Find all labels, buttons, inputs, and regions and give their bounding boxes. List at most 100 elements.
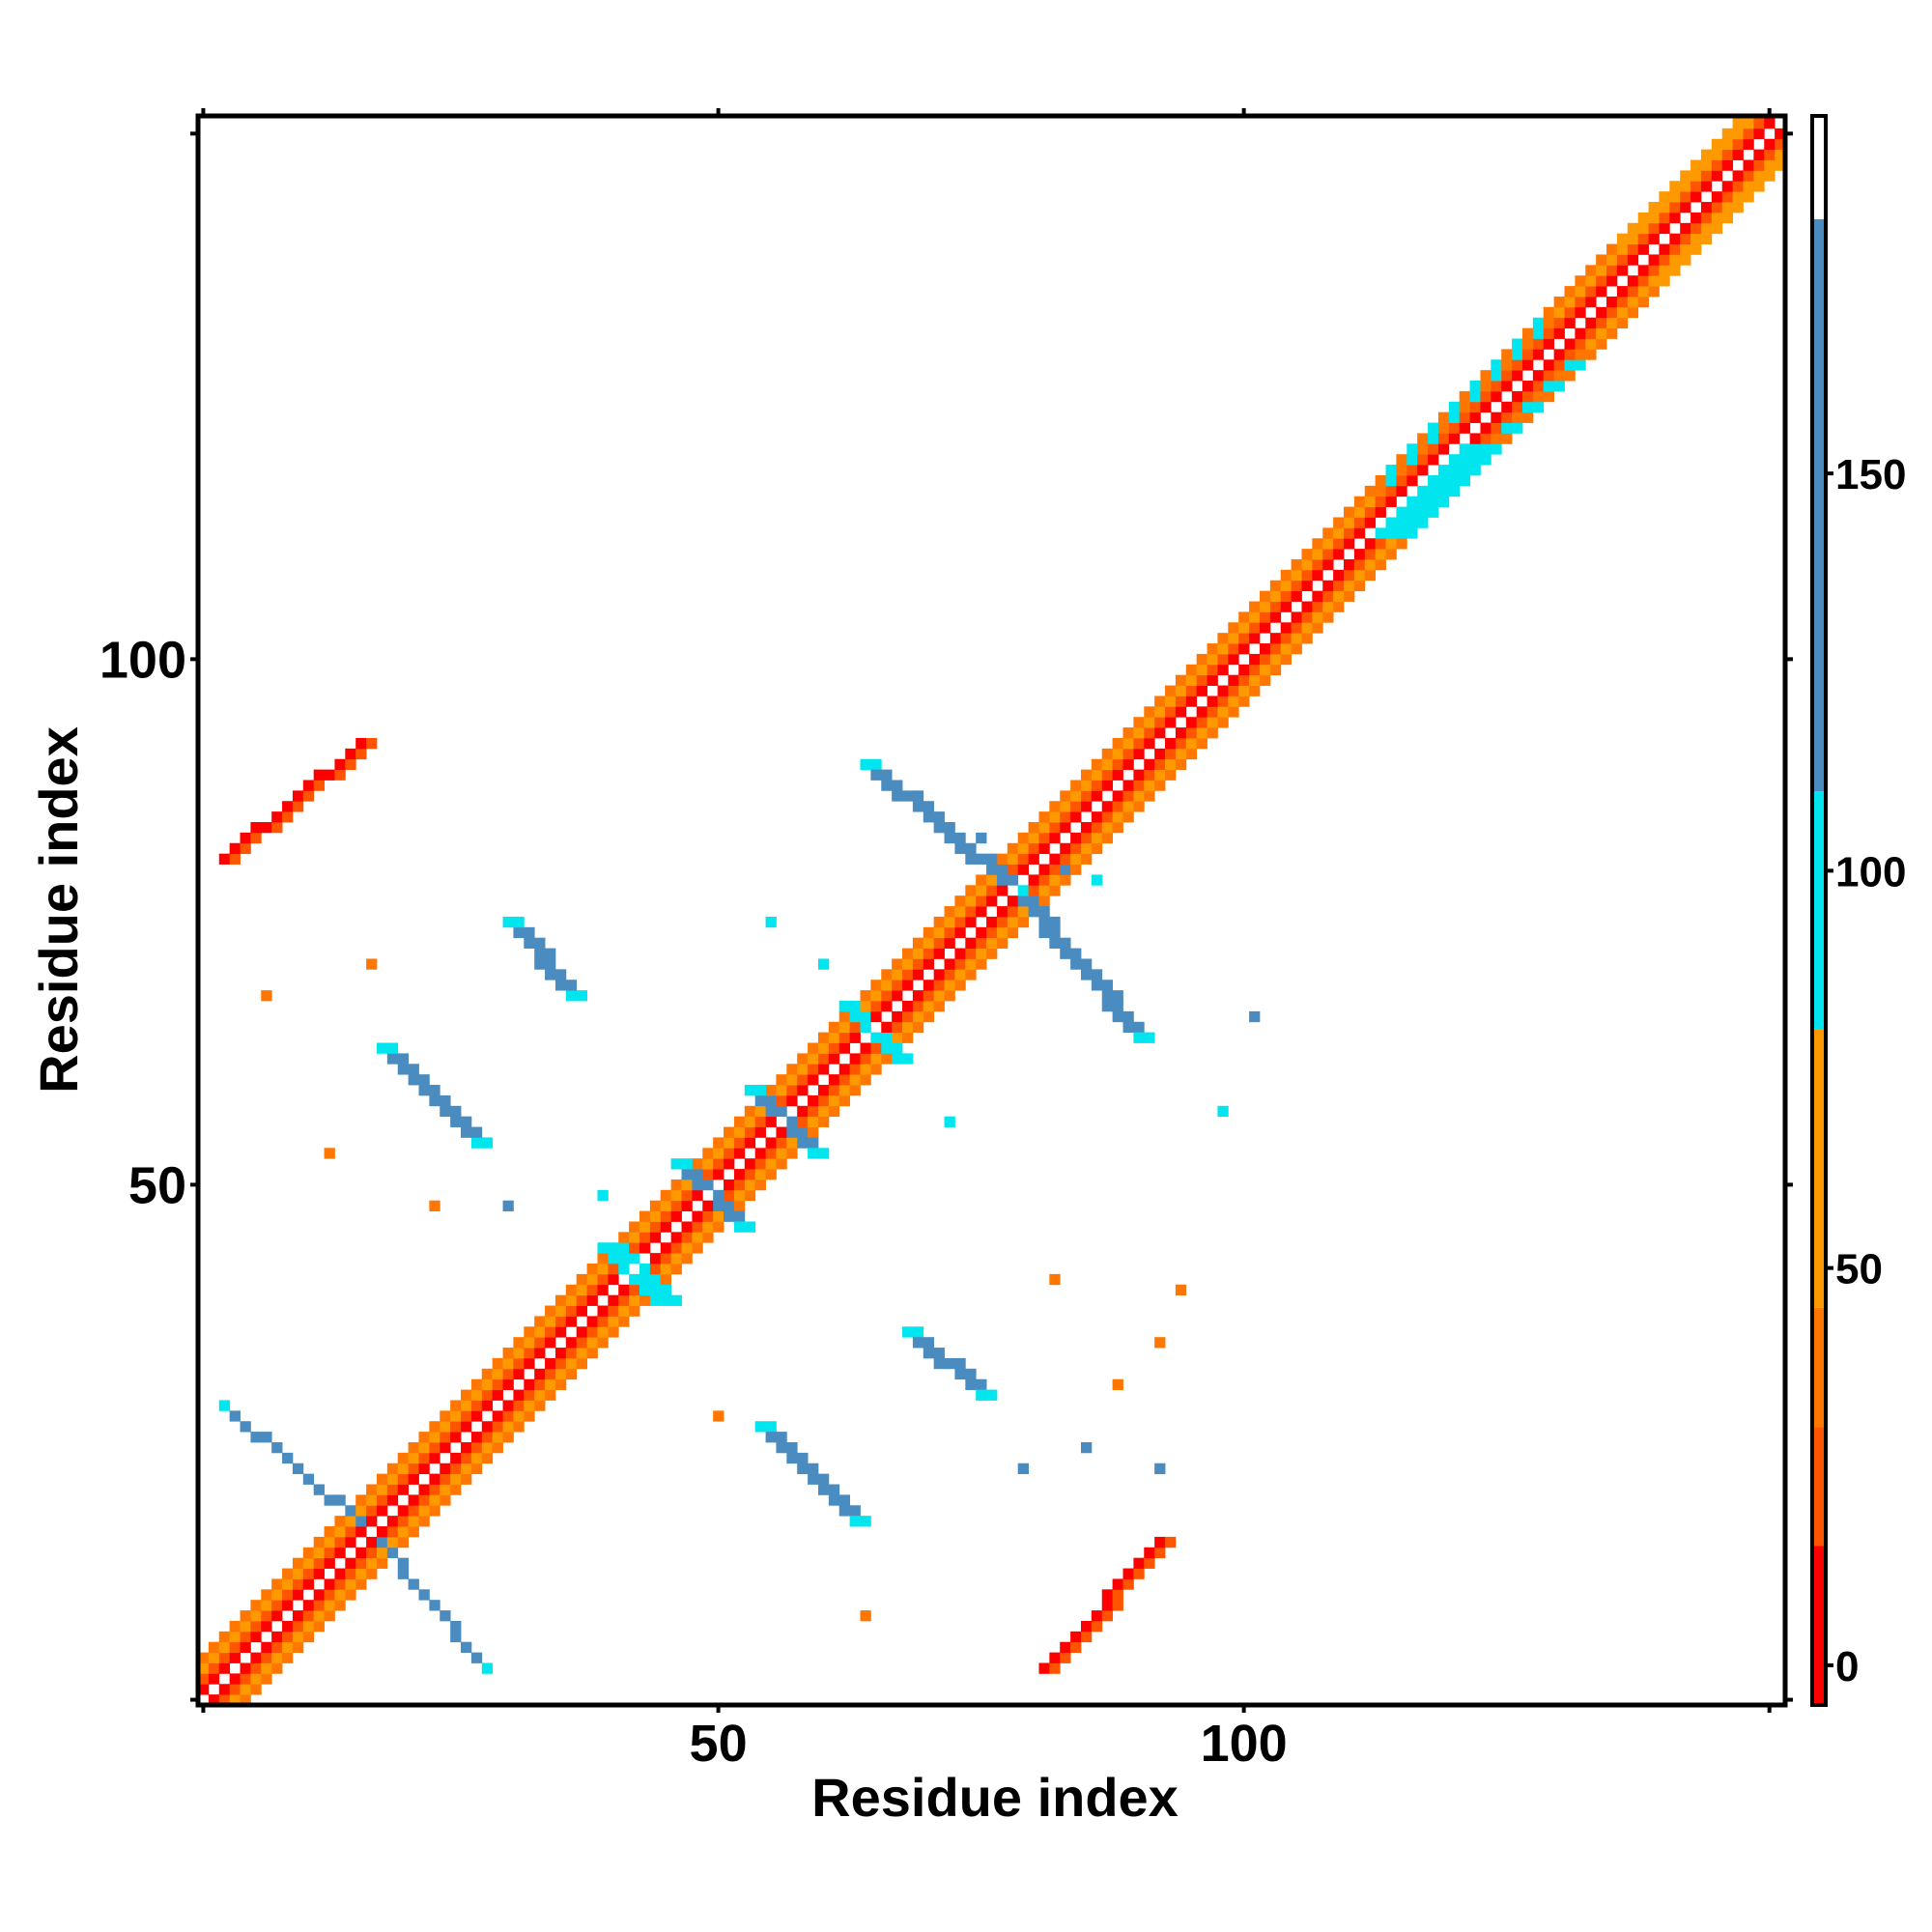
heatmap-cell <box>881 1032 893 1043</box>
heatmap-cell <box>1764 159 1776 171</box>
heatmap-cell <box>324 1536 335 1548</box>
heatmap-cell <box>713 1158 724 1170</box>
heatmap-cell <box>334 1547 346 1559</box>
heatmap-cell <box>1112 1578 1123 1590</box>
heatmap-cell <box>892 1021 903 1034</box>
heatmap-cell <box>586 1337 598 1349</box>
heatmap-cell <box>649 1221 662 1233</box>
heatmap-cell <box>1753 118 1765 129</box>
heatmap-cell <box>502 1378 514 1390</box>
heatmap-cell <box>534 1389 546 1401</box>
heatmap-cell <box>586 1264 598 1275</box>
heatmap-cell <box>450 1432 462 1443</box>
heatmap-cell <box>450 1452 462 1464</box>
heatmap-cell <box>733 1169 746 1180</box>
heatmap-cell <box>1437 443 1450 455</box>
heatmap-cell <box>828 1105 840 1118</box>
heatmap-cell <box>1144 1032 1155 1043</box>
heatmap-cell <box>481 1441 494 1454</box>
heatmap-cell <box>1732 191 1744 203</box>
heatmap-cell <box>450 1473 462 1485</box>
heatmap-cell <box>313 1484 325 1495</box>
heatmap-cell <box>1028 874 1039 886</box>
heatmap-cell <box>881 1053 893 1065</box>
heatmap-cell <box>608 1316 619 1327</box>
heatmap-cell <box>902 1032 914 1043</box>
heatmap-cell <box>1301 622 1313 634</box>
heatmap-cell <box>1080 969 1093 980</box>
heatmap-cell <box>1396 465 1407 476</box>
heatmap-cell <box>1154 1463 1166 1475</box>
heatmap-cell <box>1585 349 1597 360</box>
heatmap-cell <box>250 822 262 834</box>
heatmap-cell <box>1038 874 1050 886</box>
heatmap-cell <box>976 885 987 896</box>
heatmap-cell <box>1070 864 1082 875</box>
heatmap-cell <box>524 1400 535 1411</box>
heatmap-cell <box>1680 181 1691 192</box>
heatmap-cell <box>1743 138 1754 151</box>
heatmap-cell <box>502 1348 514 1359</box>
heatmap-cell <box>1669 202 1681 213</box>
heatmap-cell <box>881 1021 893 1034</box>
heatmap-cell <box>912 958 924 970</box>
heatmap-cell <box>1406 527 1418 539</box>
heatmap-cell <box>1228 622 1239 634</box>
heatmap-cell <box>1196 664 1208 676</box>
heatmap-cell <box>902 1021 914 1034</box>
heatmap-cell <box>838 1094 851 1107</box>
heatmap-cell <box>860 1064 871 1075</box>
heatmap-cell <box>860 1516 871 1527</box>
heatmap-cell <box>1437 433 1450 444</box>
heatmap-cell <box>860 1042 871 1054</box>
heatmap-cell <box>754 1116 766 1127</box>
heatmap-cell <box>1406 454 1418 466</box>
heatmap-cell <box>1028 906 1039 918</box>
heatmap-cell <box>1312 601 1323 612</box>
heatmap-cell <box>1364 496 1377 507</box>
heatmap-cell <box>1375 496 1386 507</box>
heatmap-cell <box>492 1368 503 1380</box>
heatmap-cell <box>744 1116 756 1127</box>
heatmap-cell <box>1017 906 1029 918</box>
heatmap-cell <box>229 1673 241 1685</box>
heatmap-cell <box>240 1694 251 1706</box>
heatmap-cell <box>1700 170 1713 182</box>
heatmap-cell <box>954 906 966 918</box>
heatmap-cell <box>892 780 903 791</box>
heatmap-cell <box>1196 706 1208 718</box>
heatmap-cell <box>808 1064 819 1075</box>
heatmap-cell <box>271 1610 283 1622</box>
heatmap-cell <box>1596 286 1607 298</box>
heatmap-cell <box>817 1064 830 1075</box>
heatmap-cell <box>355 1526 367 1538</box>
heatmap-cell <box>1080 790 1093 802</box>
heatmap-cell <box>1133 748 1145 760</box>
heatmap-cell <box>386 1484 399 1495</box>
heatmap-cell <box>1101 758 1114 771</box>
heatmap-cell <box>1532 349 1545 360</box>
heatmap-cell <box>376 1484 388 1495</box>
heatmap-cell <box>240 842 251 855</box>
heatmap-cell <box>376 1547 388 1559</box>
heatmap-cell <box>1385 517 1397 528</box>
heatmap-cell <box>1038 895 1050 907</box>
heatmap-cell <box>492 1421 503 1433</box>
heatmap-cell <box>1038 916 1050 928</box>
heatmap-cell <box>1101 990 1114 1002</box>
heatmap-cell <box>1417 506 1429 518</box>
heatmap-cell <box>1637 212 1649 224</box>
heatmap-cell <box>944 958 955 970</box>
heatmap-cell <box>513 1348 525 1359</box>
heatmap-cell <box>902 969 914 980</box>
heatmap-cell <box>313 1600 325 1611</box>
heatmap-cell <box>576 1337 587 1349</box>
heatmap-cell <box>996 906 1009 918</box>
heatmap-cell <box>649 1264 662 1275</box>
heatmap-cell <box>1575 286 1586 298</box>
heatmap-cell <box>240 1610 251 1622</box>
heatmap-cell <box>1133 727 1145 739</box>
heatmap-cell <box>713 1221 724 1233</box>
heatmap-cell <box>355 1547 367 1559</box>
heatmap-cell <box>1637 296 1649 308</box>
